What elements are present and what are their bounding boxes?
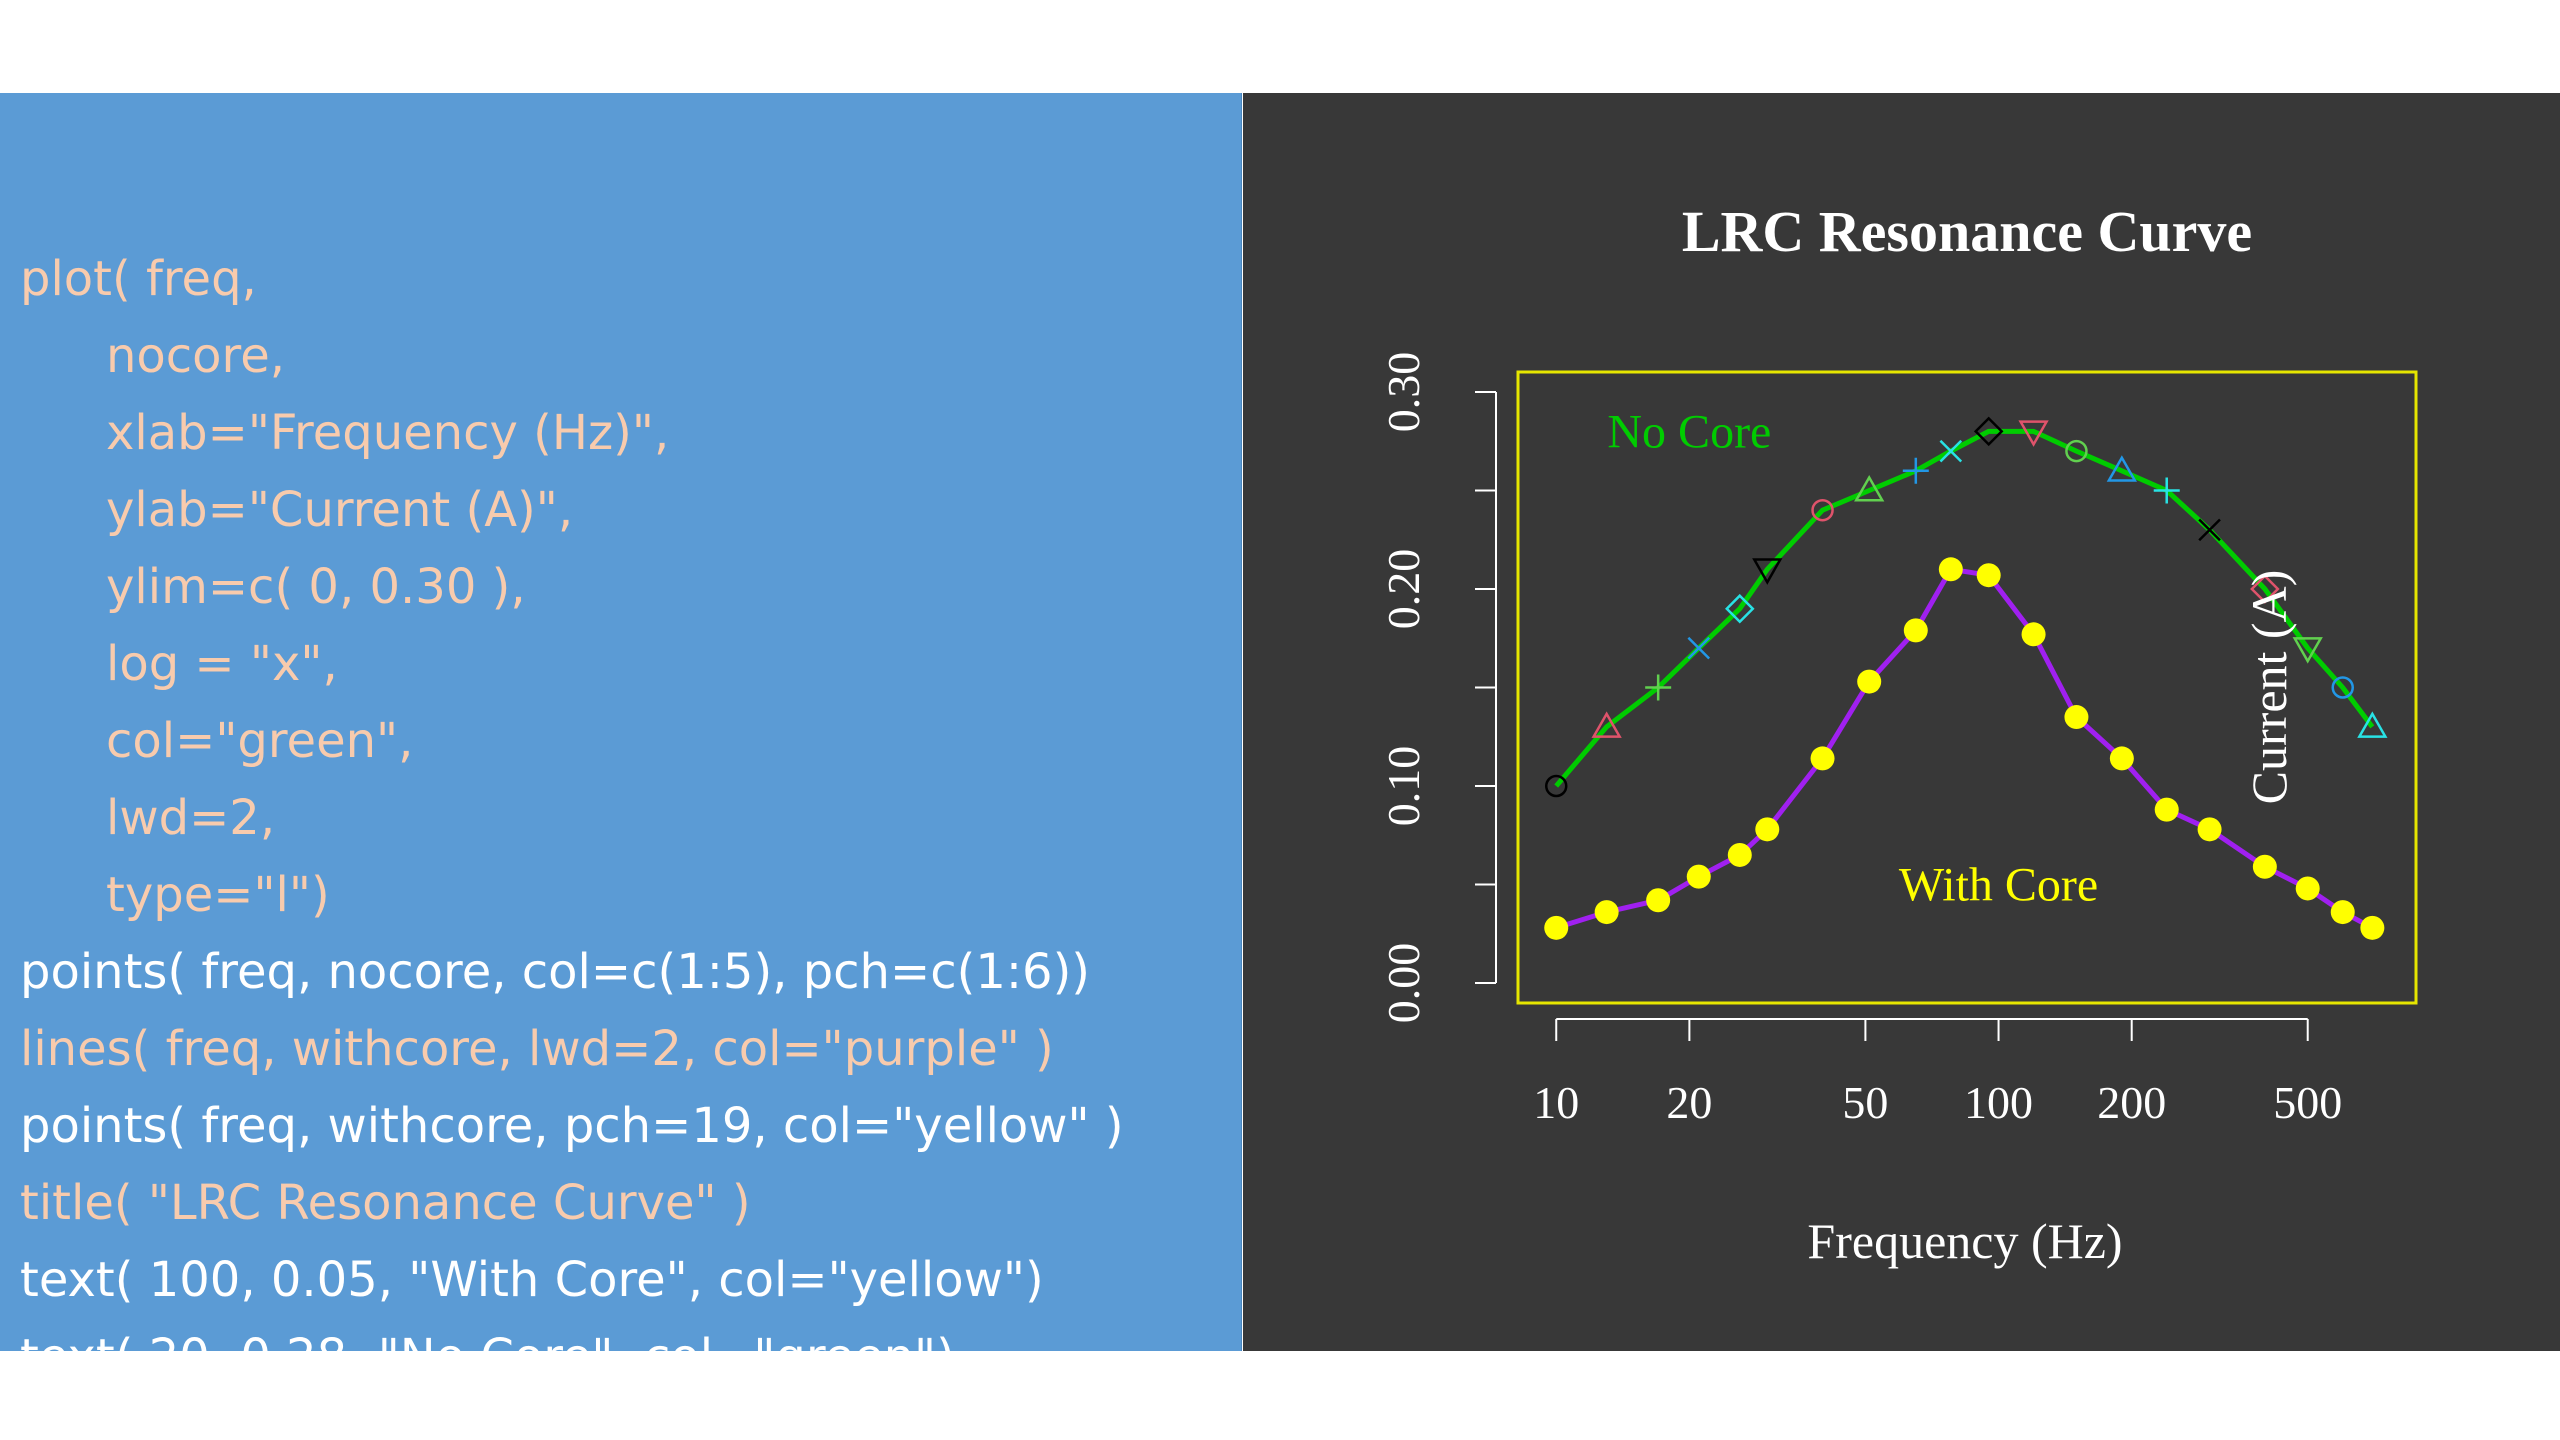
code-line: text( 100, 0.05, "With Core", col="yello…: [20, 1252, 1044, 1308]
code-line: log = "x",: [106, 636, 338, 692]
x-tick-label: 200: [2097, 1077, 2166, 1128]
with-core-point: [1810, 746, 1835, 771]
with-core-point: [2252, 854, 2277, 879]
y-tick-label: 0.20: [1378, 549, 1429, 630]
no-core-point: [2153, 477, 2180, 504]
with-core-point: [1727, 842, 1752, 867]
with-core-point: [1903, 618, 1928, 643]
no-core-point: [1854, 474, 1885, 502]
axes: 10 20 50 100 200 500 0.00 0.10 0.20 0.30: [1378, 352, 2342, 1128]
with-core-point: [2064, 705, 2089, 730]
with-core-point: [1594, 900, 1619, 925]
with-core-point: [2109, 746, 2134, 771]
x-tick-label: 50: [1842, 1077, 1888, 1128]
with-core-point: [1755, 817, 1780, 842]
chart: LRC Resonance Curve 10 20 50 100 200 500 0.00 0…: [1378, 199, 2418, 1269]
code-line: col="green",: [106, 713, 414, 769]
no-core-point: [2198, 518, 2221, 542]
code-line: ylim=c( 0, 0.30 ),: [106, 559, 526, 615]
code-line: lwd=2,: [106, 790, 276, 846]
no-core-points: [1544, 416, 2388, 798]
y-tick-label: 0.30: [1378, 352, 1429, 433]
code-line: nocore,: [106, 328, 286, 384]
no-core-point: [1687, 636, 1711, 660]
no-core-point: [1591, 711, 1622, 738]
with-core-point: [2154, 797, 2179, 822]
no-core-point: [2292, 637, 2323, 664]
code-line: xlab="Frequency (Hz)",: [106, 405, 670, 461]
with-core-point: [1857, 669, 1882, 694]
with-core-points: [1544, 557, 2385, 940]
annotation-label: No Core: [1607, 405, 1771, 458]
annotation-label: With Core: [1899, 859, 2098, 912]
with-core-point: [2197, 817, 2222, 842]
no-core-point: [1902, 457, 1929, 484]
with-core-point: [2360, 915, 2385, 940]
with-core-point: [2021, 622, 2046, 647]
no-core-point: [1752, 558, 1783, 585]
x-axis-label: Frequency (Hz): [1807, 1213, 2122, 1269]
no-core-point: [2250, 574, 2280, 604]
x-tick-label: 100: [1964, 1077, 2033, 1128]
y-tick-label: 0.10: [1378, 746, 1429, 827]
code-panel: plot( freq, nocore, xlab="Frequency (Hz)",…: [0, 93, 1242, 1385]
with-core-point: [2295, 876, 2320, 901]
plot-panel: LRC Resonance Curve 10 20 50 100 200 500 0.00 0…: [1243, 93, 2560, 1351]
with-core-point: [1686, 864, 1711, 889]
no-core-point: [1973, 416, 2004, 447]
no-core-point: [2331, 676, 2354, 699]
code-line: title( "LRC Resonance Curve" ): [20, 1175, 751, 1231]
code-line: text( 20, 0.28, "No Core", col="green"): [20, 1329, 955, 1385]
with-core-point: [1938, 557, 1963, 582]
x-tick-label: 10: [1533, 1077, 1579, 1128]
code-line: ylab="Current (A)",: [106, 482, 574, 538]
no-core-point: [1645, 674, 1672, 701]
no-core-point: [1939, 439, 1963, 463]
no-core-point: [1811, 498, 1834, 522]
code-line: type="l"): [106, 867, 330, 923]
y-axis-label: Current (A): [2241, 570, 2297, 805]
code-line: lines( freq, withcore, lwd=2, col="purpl…: [20, 1021, 1054, 1077]
with-core-point: [1976, 563, 2001, 588]
no-core-point: [2357, 711, 2388, 738]
no-core-point: [2018, 420, 2049, 447]
with-core-point: [2330, 900, 2355, 925]
y-tick-label: 0.00: [1378, 943, 1429, 1024]
no-core-point: [1544, 774, 1568, 798]
no-core-point: [1725, 593, 1755, 624]
annotations: No Core With Core: [1607, 405, 2098, 911]
no-core-point: [2065, 439, 2088, 463]
x-tick-label: 500: [2273, 1077, 2342, 1128]
no-core-point: [2106, 455, 2138, 482]
code-line: plot( freq,: [20, 251, 257, 307]
chart-title: LRC Resonance Curve: [1682, 199, 2252, 264]
with-core-point: [1544, 915, 1569, 940]
code-line: points( freq, nocore, col=c(1:5), pch=c(…: [20, 944, 1091, 1000]
x-tick-label: 20: [1666, 1077, 1712, 1128]
plot-frame: [1516, 370, 2418, 1005]
code-line: points( freq, withcore, pch=19, col="yel…: [20, 1098, 1124, 1154]
with-core-point: [1646, 888, 1671, 913]
